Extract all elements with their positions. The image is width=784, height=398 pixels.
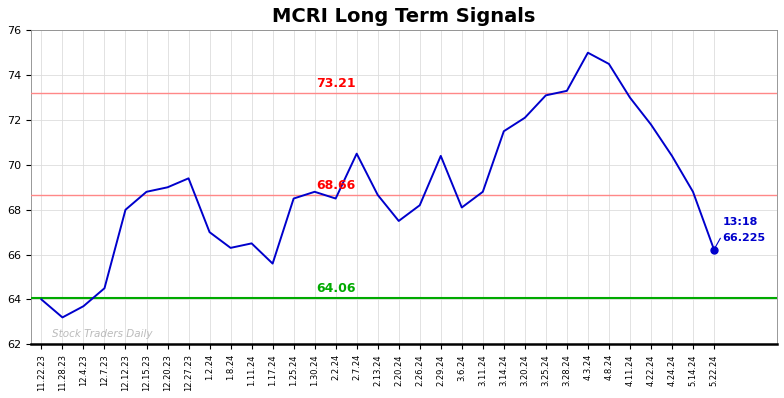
- Text: 68.66: 68.66: [316, 179, 355, 192]
- Title: MCRI Long Term Signals: MCRI Long Term Signals: [272, 7, 535, 26]
- Text: 64.06: 64.06: [316, 283, 355, 295]
- Text: 73.21: 73.21: [316, 77, 355, 90]
- Text: Stock Traders Daily: Stock Traders Daily: [52, 329, 152, 339]
- Text: 13:18: 13:18: [722, 217, 758, 227]
- Text: 66.225: 66.225: [722, 233, 765, 243]
